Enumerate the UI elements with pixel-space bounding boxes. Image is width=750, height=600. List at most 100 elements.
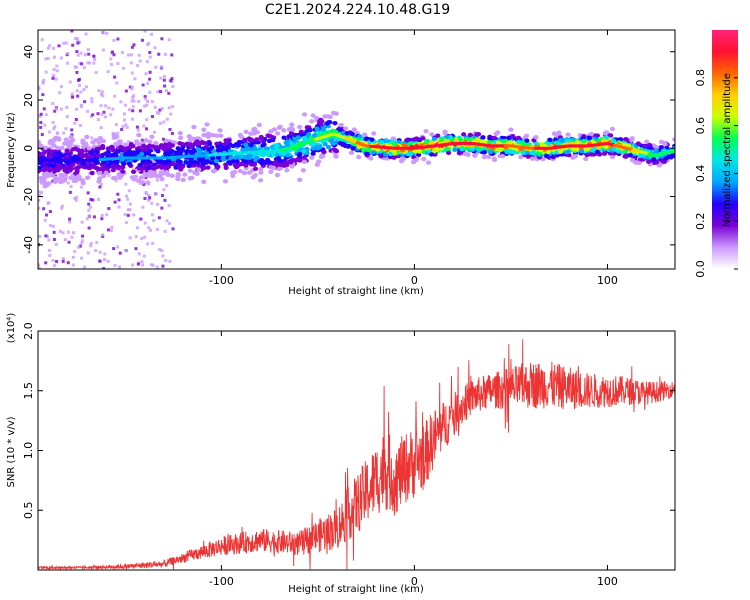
spectrogram-cell xyxy=(574,147,580,152)
spectrogram-noise-cell xyxy=(51,102,55,106)
spectrogram-noise-cell xyxy=(42,207,46,211)
spectrogram-noise-cell xyxy=(138,59,142,63)
spectrogram-cell xyxy=(215,144,221,149)
spectrogram-noise-cell xyxy=(94,71,98,75)
spectrogram-noise-cell xyxy=(126,53,130,57)
spectrogram-cell xyxy=(105,150,112,155)
spectrogram-noise-cell xyxy=(52,74,56,78)
spectrogram-noise-cell xyxy=(143,95,147,99)
spectrogram-noise-cell xyxy=(44,70,48,74)
spectrogram-cell xyxy=(53,175,59,181)
spectrogram-noise-cell xyxy=(163,52,167,56)
spectrogram-cell xyxy=(201,140,207,146)
spectrogram-cell xyxy=(241,170,248,176)
spectrogram-cell xyxy=(318,154,325,160)
spectrogram-noise-cell xyxy=(55,107,59,111)
spectrogram-cell xyxy=(251,127,257,133)
spectrogram-noise-cell xyxy=(113,264,117,268)
spectrogram-ytick-label: 40 xyxy=(22,45,35,59)
spectrogram-cell xyxy=(603,130,609,135)
spectrogram-cell xyxy=(274,172,281,178)
spectrogram-cell xyxy=(191,124,197,130)
spectrogram-cell xyxy=(169,173,175,178)
spectrogram-cell xyxy=(122,142,129,147)
spectrogram-cell xyxy=(38,140,42,145)
spectrogram-noise-cell xyxy=(52,230,56,234)
spectrogram-noise-cell xyxy=(78,244,82,248)
spectrogram-noise-cell xyxy=(101,172,105,176)
spectrogram-noise-cell xyxy=(106,228,110,232)
spectrogram-cell xyxy=(256,122,262,128)
spectrogram-cell xyxy=(187,168,193,173)
spectrogram-noise-cell xyxy=(86,109,90,113)
spectrogram-noise-cell xyxy=(67,240,71,244)
spectrogram-noise-cell xyxy=(51,258,55,262)
spectrogram-noise-cell xyxy=(100,92,104,96)
spectrogram-noise-cell xyxy=(156,202,160,206)
spectrogram-ticks: -100 0 100 -40 -20 0 20 40 xyxy=(22,30,675,287)
spectrogram-noise-cell xyxy=(110,62,114,66)
spectrogram-cell xyxy=(204,159,210,164)
spectrogram-cell xyxy=(578,148,585,154)
spectrogram-cell xyxy=(370,150,376,155)
spectrogram-cell xyxy=(178,135,184,140)
spectrogram-cell xyxy=(444,146,450,152)
spectrogram-noise-cell xyxy=(171,105,175,109)
spectrogram-cell xyxy=(68,166,75,171)
spectrogram-ytick-label: 20 xyxy=(22,93,35,107)
spectrogram-cell xyxy=(38,152,43,157)
spectrogram-cell xyxy=(243,142,249,147)
spectrogram-noise-cell xyxy=(91,198,95,202)
spectrogram-cell xyxy=(404,138,410,143)
spectrogram-cell xyxy=(323,130,329,136)
spectrogram-cell xyxy=(153,140,159,146)
spectrogram-cell xyxy=(332,147,338,153)
spectrogram-noise-cell xyxy=(99,104,103,108)
spectrogram-cell xyxy=(143,138,149,143)
spectrogram-cell xyxy=(520,141,526,146)
spectrogram-noise-cell xyxy=(136,128,140,132)
spectrogram-cell xyxy=(356,154,362,160)
spectrogram-cell xyxy=(491,135,498,141)
spectrogram-noise-cell xyxy=(68,80,72,84)
spectrogram-cell xyxy=(491,156,497,161)
spectrogram-cell xyxy=(500,139,507,144)
spectrogram-noise-cell xyxy=(126,208,130,212)
spectrogram-cell xyxy=(145,165,151,170)
spectrogram-noise-cell xyxy=(114,123,118,127)
spectrogram-cell xyxy=(147,148,154,153)
spectrogram-noise-cell xyxy=(132,94,136,98)
spectrogram-noise-cell xyxy=(143,196,147,200)
spectrogram-noise-cell xyxy=(117,198,121,202)
spectrogram-noise-cell xyxy=(130,117,134,121)
spectrogram-cell xyxy=(214,133,220,138)
spectrogram-noise-cell xyxy=(86,61,90,65)
spectrogram-cell xyxy=(556,130,562,135)
spectrogram-noise-cell xyxy=(160,37,164,41)
spectrogram-noise-cell xyxy=(138,109,142,113)
spectrogram-cell xyxy=(147,169,154,175)
snr-plot-area xyxy=(38,339,675,570)
spectrogram-noise-cell xyxy=(101,31,105,35)
spectrogram-noise-cell xyxy=(128,202,132,206)
spectrogram-noise-cell xyxy=(165,219,169,223)
spectrogram-cell xyxy=(297,177,303,182)
spectrogram-noise-cell xyxy=(160,249,164,253)
spectrogram-noise-cell xyxy=(143,221,147,225)
spectrogram-cell xyxy=(459,147,465,152)
spectrogram-noise-cell xyxy=(51,120,55,124)
spectrogram-noise-cell xyxy=(61,231,65,235)
spectrogram-noise-cell xyxy=(145,60,149,64)
spectrogram-cell xyxy=(297,124,303,130)
spectrogram-noise-cell xyxy=(113,75,117,79)
spectrogram-cell xyxy=(611,138,617,144)
spectrogram-cell xyxy=(452,147,458,153)
spectrogram-noise-cell xyxy=(44,57,48,61)
spectrogram-cell xyxy=(583,156,589,162)
spectrogram-cell xyxy=(544,153,550,159)
spectrogram-noise-cell xyxy=(80,241,84,245)
spectrogram-cell xyxy=(396,140,402,145)
colorbar-ticks: 0.0 0.2 0.4 0.6 0.8 xyxy=(694,69,738,278)
spectrogram-cell xyxy=(132,174,139,180)
